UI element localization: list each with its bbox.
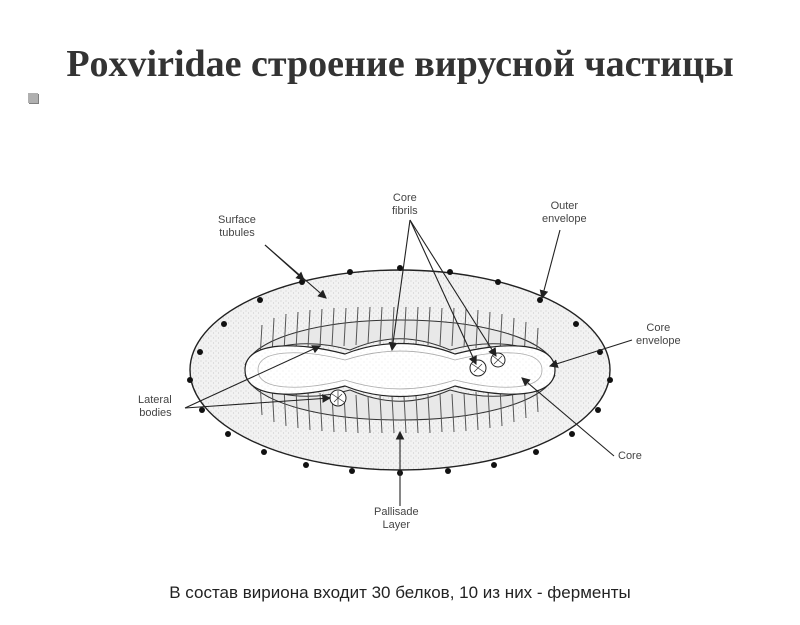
label-surface-tubules: Surface tubules [218,214,256,238]
label-lateral-bodies: Lateral bodies [138,394,172,418]
label-outer-envelope: Outer envelope [542,200,587,224]
lateral-body-left [330,390,346,406]
page-title: Poxviridae строение вирусной частицы [0,25,800,87]
lateral-body-right-b [491,353,505,367]
slide-bullet [28,93,38,103]
virion-svg [90,190,710,520]
label-core-fibrils: Core fibrils [392,192,418,216]
label-pallisade-layer: Pallisade Layer [374,506,419,530]
bottom-caption: В состав вириона входит 30 белков, 10 из… [0,583,800,603]
label-core-envelope: Core envelope [636,322,681,346]
label-core: Core [618,450,642,462]
virion-diagram: Surface tubules Core fibrils Outer envel… [90,190,710,520]
lateral-body-right-a [470,360,486,376]
